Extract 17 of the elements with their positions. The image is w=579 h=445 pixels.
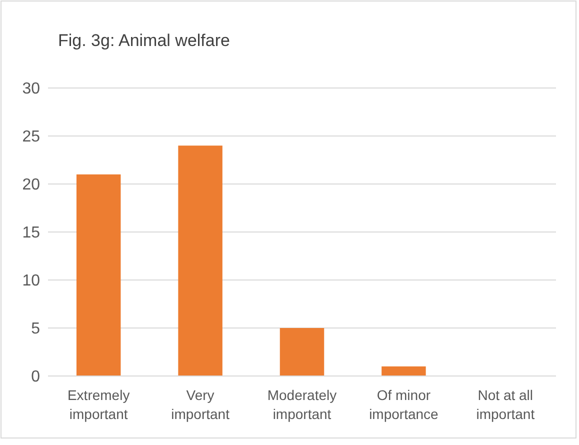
bar [178,146,222,376]
bar [382,366,426,376]
y-tick-label: 10 [22,272,40,290]
y-tick-label: 20 [22,176,40,194]
y-tick-label: 5 [31,320,40,338]
y-tick-label: 30 [22,80,40,98]
x-tick-label: Moderately important [267,387,337,422]
chart-title: Fig. 3g: Animal welfare [58,31,230,50]
x-tick-label: Very important [171,387,230,422]
bar [280,328,324,376]
bar [76,174,121,376]
y-tick-label: 25 [22,128,40,146]
x-tick-label: Of minor importance [369,387,439,422]
x-tick-label: Not at all important [476,387,535,422]
y-tick-label: 0 [31,368,40,386]
x-tick-label: Extremely important [67,387,130,422]
y-tick-label: 15 [22,224,40,242]
